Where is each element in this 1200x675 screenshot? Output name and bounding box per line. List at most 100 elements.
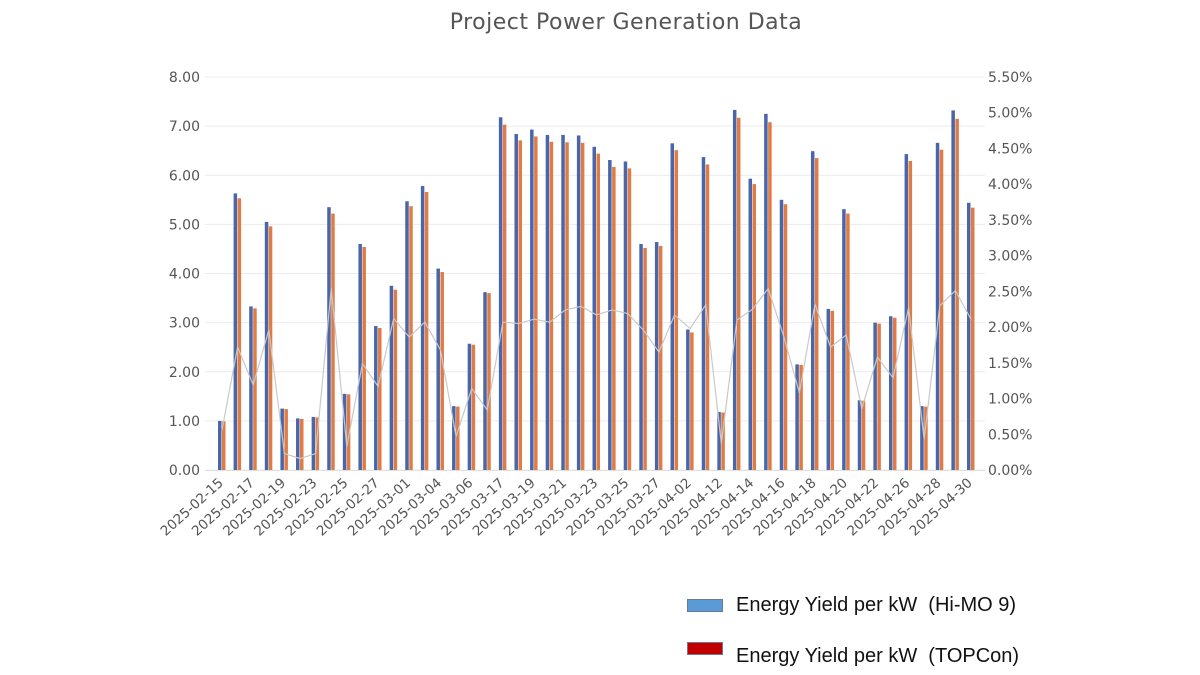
percent-point <box>408 336 410 338</box>
bar-hi-mo-9 <box>311 416 316 470</box>
bar-topcon <box>690 332 694 470</box>
y2-tick-label: 2.50% <box>988 284 1032 300</box>
percent-point <box>595 314 598 316</box>
percent-point <box>783 335 785 337</box>
bar-topcon <box>658 245 663 470</box>
percent-point <box>486 409 488 411</box>
bar-topcon <box>471 344 476 470</box>
percent-point <box>268 329 270 331</box>
y-axis-right: 0.00% 0.50% 1.00% 1.50% 2.00% 2.50% 3.00% 3.50%… <box>988 70 1032 479</box>
y2-tick-label: 0.50% <box>988 427 1032 443</box>
bar-topcon <box>892 317 897 470</box>
bar-topcon <box>736 117 741 471</box>
bar-topcon <box>924 406 928 470</box>
percent-point <box>330 287 332 290</box>
y2-tick-label: 0.00% <box>988 463 1032 479</box>
bar-hi-mo-9 <box>732 109 737 470</box>
bar-topcon <box>814 158 819 470</box>
y2-tick-label: 4.00% <box>988 177 1032 193</box>
bar-hi-mo-9 <box>810 151 815 470</box>
percent-point <box>845 334 847 336</box>
y2-tick-label: 1.50% <box>988 356 1032 372</box>
percent-point <box>424 321 426 323</box>
bar-topcon <box>440 272 444 470</box>
bar-topcon <box>908 161 913 470</box>
percent-point <box>751 308 754 310</box>
percent-point <box>627 312 629 315</box>
bar-topcon <box>768 122 772 470</box>
bar-topcon <box>752 184 757 470</box>
percent-point <box>861 407 863 410</box>
percent-point <box>673 314 676 316</box>
bar-hi-mo-9 <box>374 326 378 470</box>
percent-point <box>892 377 894 379</box>
bar-topcon <box>627 168 632 470</box>
bar-topcon <box>643 247 647 470</box>
y2-tick-label: 5.50% <box>988 70 1032 86</box>
bar-topcon <box>612 166 616 470</box>
bar-topcon <box>534 136 538 470</box>
bar-topcon <box>799 364 803 470</box>
bar-hi-mo-9 <box>483 292 487 470</box>
y-tick-label: 6.00 <box>169 168 200 184</box>
bar-topcon <box>596 153 600 470</box>
percent-point <box>377 385 379 387</box>
bar-hi-mo-9 <box>951 110 955 470</box>
bar-hi-mo-9 <box>608 160 612 471</box>
bar-hi-mo-9 <box>920 406 924 470</box>
bar-topcon <box>721 412 725 470</box>
bar-topcon <box>315 417 320 470</box>
bar-hi-mo-9 <box>717 412 721 470</box>
percent-point <box>517 322 520 325</box>
bar-hi-mo-9 <box>779 199 784 470</box>
bar-topcon <box>939 149 944 470</box>
bar-topcon <box>783 204 788 470</box>
y2-tick-label: 2.00% <box>988 320 1032 336</box>
bar-hi-mo-9 <box>592 146 596 470</box>
bar-hi-mo-9 <box>873 322 877 470</box>
percent-point <box>346 445 348 448</box>
bar-topcon <box>861 400 866 470</box>
bar-topcon <box>424 191 429 470</box>
y2-tick-label: 3.50% <box>988 213 1032 229</box>
bar-hi-mo-9 <box>389 285 394 470</box>
legend-label-hi-mo-9: Energy Yield per kW (Hi-MO 9) <box>736 594 1017 616</box>
y-tick-label: 5.00 <box>169 217 200 233</box>
percent-point <box>221 429 223 431</box>
y-tick-label: 8.00 <box>169 70 200 86</box>
bar-hi-mo-9 <box>420 186 425 470</box>
y-axis-left: 0.00 1.00 2.00 3.00 4.00 5.00 6.00 7.00 8.00 <box>169 70 200 479</box>
percent-point <box>533 318 535 320</box>
percent-point <box>720 442 722 445</box>
y2-tick-label: 5.00% <box>988 106 1032 122</box>
percent-point <box>361 362 364 365</box>
bar-topcon <box>346 394 351 470</box>
bar-hi-mo-9 <box>296 418 300 470</box>
percent-point <box>580 305 582 307</box>
bar-topcon <box>518 140 522 470</box>
bar-hi-mo-9 <box>888 316 893 470</box>
bar-hi-mo-9 <box>249 306 253 470</box>
bar-hi-mo-9 <box>358 244 362 470</box>
bar-hi-mo-9 <box>576 135 581 471</box>
bar-topcon <box>502 124 507 471</box>
bar-topcon <box>565 142 569 470</box>
bar-topcon <box>580 142 585 470</box>
bar-topcon <box>284 409 288 470</box>
bar-hi-mo-9 <box>233 193 238 470</box>
bar-hi-mo-9 <box>795 364 799 470</box>
bar-topcon <box>409 206 413 471</box>
bar-hi-mo-9 <box>327 207 331 470</box>
bar-topcon <box>362 246 366 470</box>
percent-point <box>767 287 769 290</box>
y-tick-label: 4.00 <box>169 267 200 283</box>
bar-topcon <box>300 418 304 470</box>
bar-topcon <box>393 289 398 470</box>
bar-hi-mo-9 <box>935 142 940 470</box>
percent-point <box>829 346 832 348</box>
percent-point <box>315 452 317 455</box>
bar-hi-mo-9 <box>826 308 831 470</box>
percent-point <box>237 346 239 348</box>
percent-point <box>658 351 660 353</box>
